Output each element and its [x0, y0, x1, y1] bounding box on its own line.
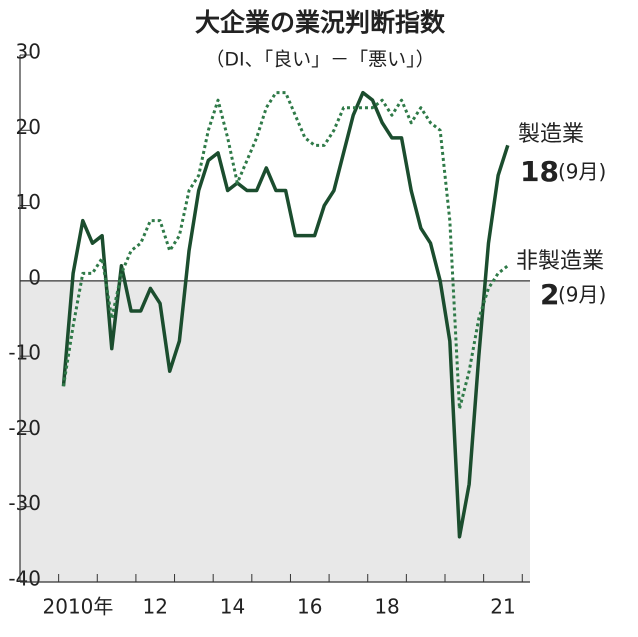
y-tick-label: 10: [16, 190, 41, 214]
series-label: 非製造業: [516, 249, 604, 274]
chart-title: 大企業の業況判断指数: [195, 8, 446, 37]
negative-area: [20, 280, 530, 582]
x-tick-label: 21: [490, 595, 515, 619]
x-tick-label: 2010年: [43, 595, 114, 619]
x-tick-label: 16: [297, 595, 322, 619]
latest-value: 18: [520, 155, 559, 188]
chart-subtitle: （DI、「良い」－「悪い」）: [205, 49, 434, 71]
series-line: [61, 90, 510, 539]
x-tick-label: 14: [220, 595, 245, 619]
x-tick-label: 18: [374, 595, 399, 619]
y-tick-label: -10: [8, 341, 41, 365]
y-tick-label: -20: [8, 416, 41, 440]
latest-value: 2: [540, 278, 559, 311]
latest-note: (9月): [558, 283, 606, 307]
series-label: 製造業: [518, 122, 584, 147]
latest-note: (9月): [558, 160, 606, 184]
y-tick-label: 20: [16, 115, 41, 139]
y-tick-label: -30: [8, 491, 41, 515]
y-tick-label: 0: [28, 265, 41, 289]
y-tick-label: -40: [8, 567, 41, 591]
series-line: [61, 91, 509, 411]
y-tick-label: 30: [16, 40, 41, 64]
x-tick-label: 12: [143, 595, 168, 619]
